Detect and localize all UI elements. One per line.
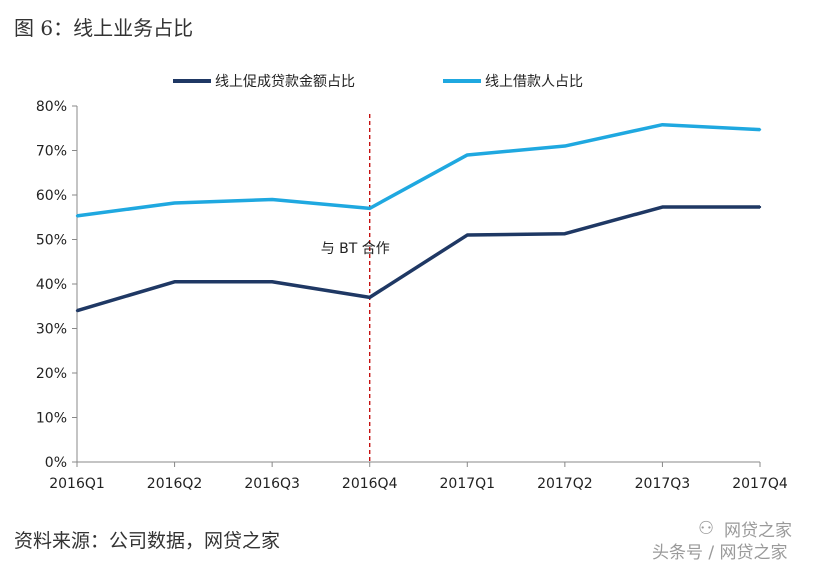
data-point: [270, 280, 274, 283]
x-tick-label: 2016Q2: [147, 476, 203, 492]
figure-title: 图 6：线上业务占比: [14, 16, 194, 40]
y-tick-label: 10%: [36, 411, 67, 427]
y-tick-label: 50%: [36, 233, 67, 249]
data-point: [173, 201, 176, 205]
data-point: [563, 232, 567, 235]
legend-label-1: 线上促成贷款金额占比: [215, 74, 355, 90]
data-point: [466, 153, 469, 157]
y-tick-label: 30%: [36, 322, 67, 338]
data-point: [661, 123, 664, 126]
data-point: [758, 205, 762, 209]
series-line-1: [76, 205, 760, 313]
data-point: [75, 214, 79, 218]
legend: 线上促成贷款金额占比 线上借款人占比: [173, 74, 583, 90]
data-point: [270, 198, 274, 201]
y-tick-label: 0%: [45, 455, 67, 471]
annotation-text: 与 BT 合作: [321, 241, 390, 257]
series-line-2: [76, 122, 761, 218]
annotation: 与 BT 合作: [321, 114, 390, 462]
y-tick-label: 80%: [36, 99, 67, 115]
x-tick-label: 2016Q4: [342, 476, 398, 492]
x-tick-label: 2017Q1: [440, 476, 496, 492]
y-tick-label: 70%: [36, 144, 67, 160]
watermark-line1: 网贷之家: [724, 521, 792, 541]
watermark-line2: 头条号 / 网贷之家: [652, 543, 788, 563]
x-tick-label: 2016Q3: [244, 476, 300, 492]
data-point: [563, 144, 567, 148]
data-point: [466, 233, 469, 237]
y-tick-label: 40%: [36, 277, 67, 293]
series-lines: [75, 122, 762, 313]
data-point: [758, 128, 762, 131]
wechat-icon: ⚇: [698, 518, 715, 539]
x-axis-ticks: 2016Q1 2016Q2 2016Q3 2016Q4 2017Q1 2017Q2 2017…: [49, 462, 788, 492]
data-point: [173, 280, 176, 283]
data-point: [368, 296, 371, 299]
x-tick-label: 2017Q3: [635, 476, 691, 492]
data-point: [661, 205, 664, 209]
source-note: 资料来源：公司数据，网贷之家: [14, 530, 281, 552]
chart-axes: [76, 106, 760, 463]
watermark: ⚇ 网贷之家 头条号 / 网贷之家: [648, 516, 828, 563]
x-tick-label: 2017Q4: [732, 476, 788, 492]
x-tick-label: 2016Q1: [49, 476, 105, 492]
y-tick-label: 20%: [36, 366, 67, 382]
data-point: [75, 309, 79, 312]
y-axis-ticks: 0% 10% 20% 30% 40% 50% 60% 70% 80%: [36, 99, 77, 471]
y-tick-label: 60%: [36, 188, 67, 204]
data-point: [368, 207, 371, 210]
legend-label-2: 线上借款人占比: [485, 74, 583, 90]
x-tick-label: 2017Q2: [537, 476, 593, 492]
